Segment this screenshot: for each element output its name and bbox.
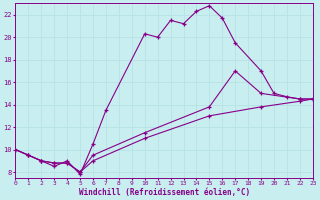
X-axis label: Windchill (Refroidissement éolien,°C): Windchill (Refroidissement éolien,°C) [78, 188, 250, 197]
